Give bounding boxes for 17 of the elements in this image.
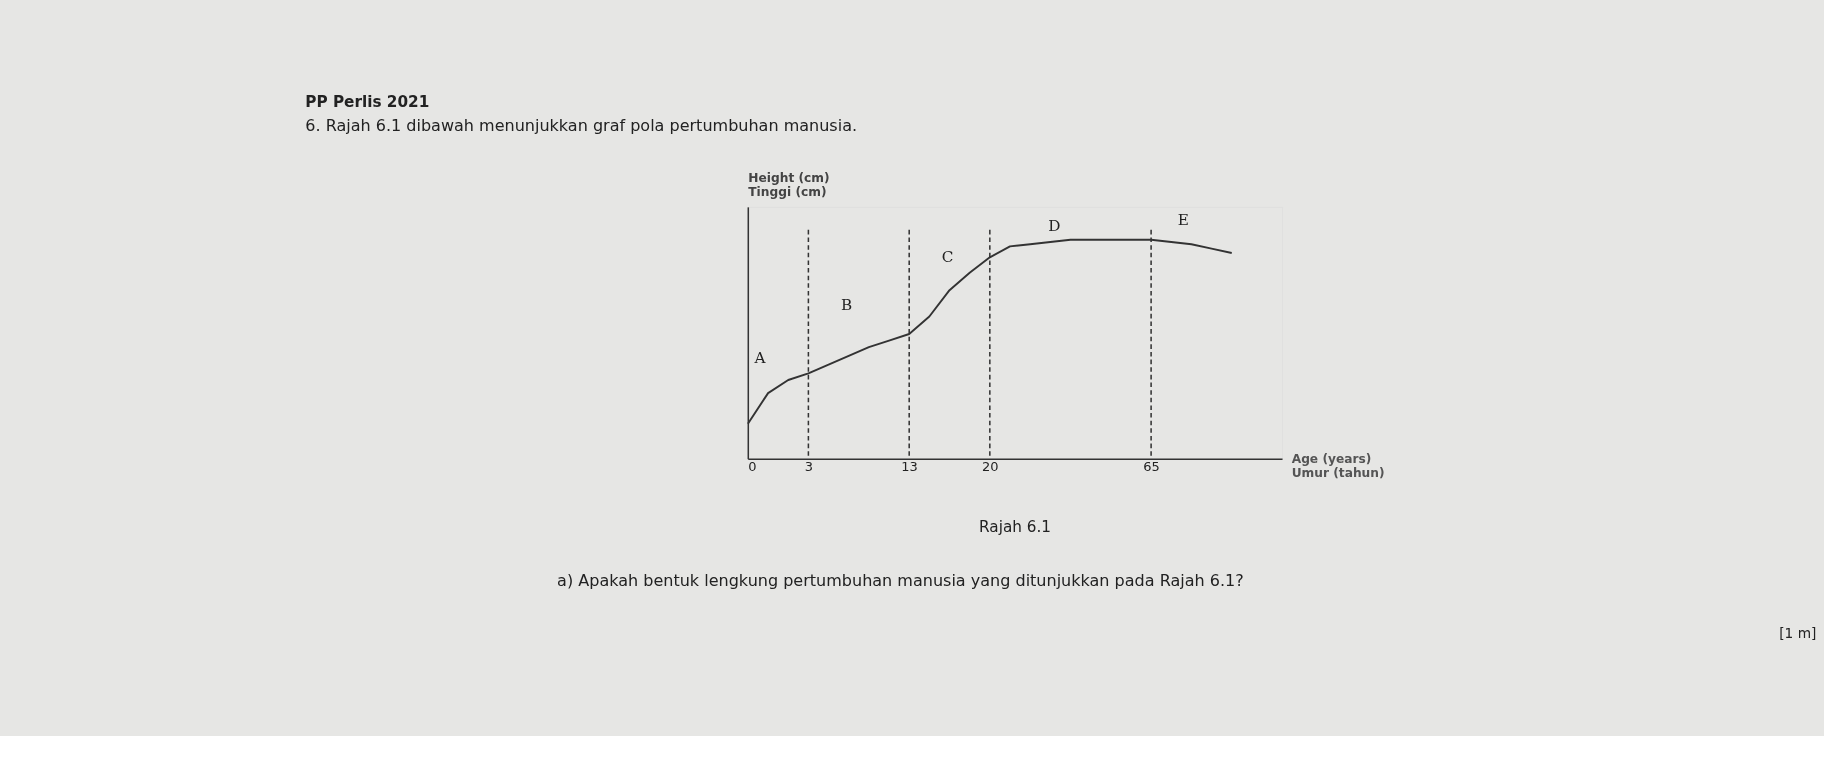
annotation: C bbox=[941, 247, 954, 266]
x-tick-label: 3 bbox=[804, 458, 813, 474]
x-tick-label: 20 bbox=[981, 458, 999, 474]
text: D bbox=[1048, 217, 1061, 236]
x-tick-label: 0 bbox=[748, 458, 757, 474]
x-tick-label: 65 bbox=[1143, 458, 1160, 474]
text: E bbox=[1177, 210, 1189, 229]
text: [1 m] bbox=[1779, 625, 1817, 642]
text: PP Perlis 2021 bbox=[305, 92, 430, 111]
annotation: B bbox=[841, 296, 853, 315]
text: a) Apakah bentuk lengkung pertumbuhan manusia yang ditunjukkan pada Rajah 6.1? bbox=[557, 570, 1244, 590]
x-tick-label: 13 bbox=[901, 458, 918, 474]
text: Rajah 6.1 bbox=[979, 518, 1052, 537]
x-axis-title: Age (years) Umur (tahun) bbox=[1291, 452, 1385, 480]
text: 6. Rajah 6.1 dibawah menunjukkan graf pola pertumbuhan manusia. bbox=[305, 115, 858, 135]
annotation: A bbox=[753, 348, 767, 367]
y-axis-title: Height (cm) Tinggi (cm) bbox=[748, 171, 830, 199]
